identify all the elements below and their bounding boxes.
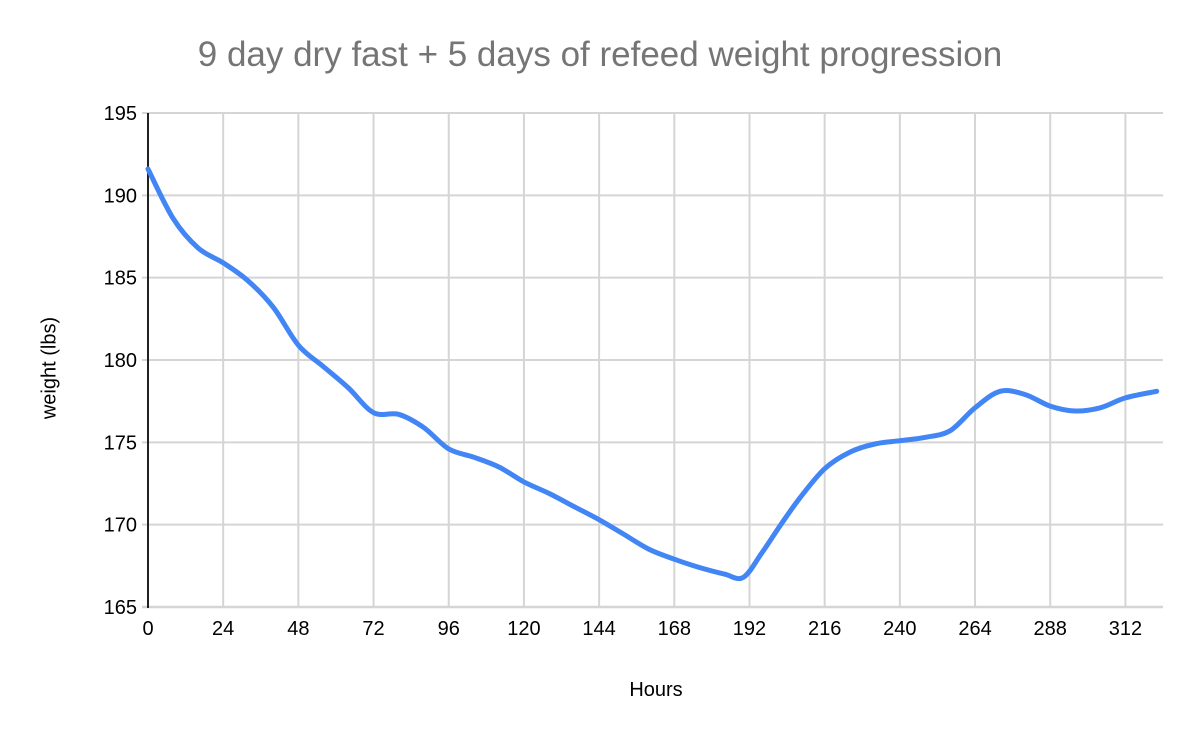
weight-series-line bbox=[145, 166, 1160, 582]
x-tick-label: 216 bbox=[808, 618, 841, 640]
x-tick-label: 0 bbox=[142, 618, 153, 640]
x-tick-label: 120 bbox=[507, 618, 540, 640]
x-tick-label: 240 bbox=[883, 618, 916, 640]
y-tick-label: 195 bbox=[104, 103, 137, 125]
x-tick-label: 168 bbox=[658, 618, 691, 640]
x-tick-label: 24 bbox=[212, 618, 234, 640]
x-tick-label: 96 bbox=[438, 618, 460, 640]
y-tick-label: 170 bbox=[104, 515, 137, 537]
chart-title: 9 day dry fast + 5 days of refeed weight… bbox=[197, 35, 1003, 74]
y-tick-label: 190 bbox=[104, 185, 137, 207]
x-tick-label: 48 bbox=[287, 618, 309, 640]
x-tick-label: 264 bbox=[958, 618, 991, 640]
x-tick-label: 72 bbox=[362, 618, 384, 640]
y-tick-label: 175 bbox=[104, 432, 137, 454]
y-tick-label: 185 bbox=[104, 268, 137, 290]
x-tick-label: 312 bbox=[1109, 618, 1142, 640]
x-tick-label: 288 bbox=[1034, 618, 1067, 640]
x-tick-label: 192 bbox=[733, 618, 766, 640]
x-tick-label: 144 bbox=[582, 618, 615, 640]
y-tick-label: 180 bbox=[104, 350, 137, 372]
y-tick-label: 165 bbox=[104, 597, 137, 619]
x-axis-title: Hours bbox=[629, 679, 683, 701]
